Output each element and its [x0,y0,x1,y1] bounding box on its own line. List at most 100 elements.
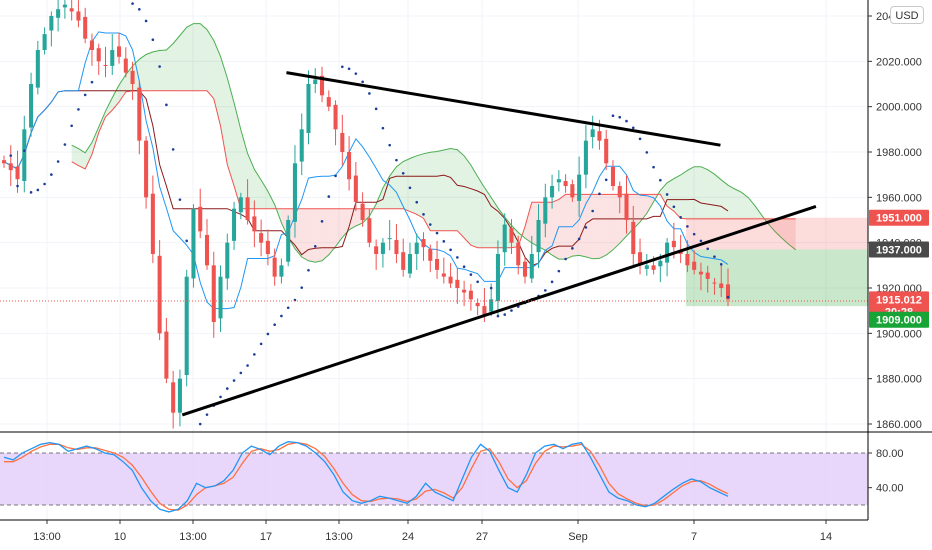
time-tick-label: 17 [260,531,272,543]
candle-body [719,283,724,288]
candle-body [103,64,108,66]
sar-dot [503,313,507,316]
sar-dot [577,237,581,241]
candle-body [286,220,291,262]
cloud-segment [173,35,180,91]
sar-dot [719,262,723,266]
candle-body [610,166,616,186]
sar-dot [422,213,425,216]
cloud-segment [599,194,607,259]
cloud-segment [416,153,424,219]
candle-body [123,58,128,73]
candlesticks [1,0,731,429]
trendline-lower[interactable] [181,204,817,417]
candle-body [631,221,636,254]
candle-body [245,197,250,220]
sar-dot [70,124,73,128]
cloud-segment [200,23,207,91]
cloud-segment [592,194,600,259]
sar-dot [368,92,371,95]
candle-body [685,254,690,266]
time-axis[interactable]: 13:00 10 13:00 17 13:00 24 27 Sep 7 14 [33,520,832,543]
candle-body [259,233,264,243]
candle-body [8,163,13,171]
candle-body [441,273,446,277]
candle-body [306,84,311,133]
oscillator-axis[interactable]: 80.00 40.00 [868,448,904,495]
time-tick-label: 14 [820,531,832,543]
cloud-segment [552,199,559,260]
sar-dot [158,65,161,68]
candle-body [218,276,223,319]
sar-dot [354,72,358,75]
candle-body [252,216,257,232]
trendlines[interactable] [181,71,817,417]
cloud-segment [403,158,410,212]
cloud-segment [748,197,756,219]
candle-body [116,46,122,57]
candle-body [171,382,176,413]
price-tick-label: 2020.000 [876,56,922,68]
senkou-span-b-line [71,90,796,249]
cloud-segment [159,50,167,91]
sar-dot [165,103,168,107]
sar-dot [253,353,256,356]
indicator-lines [3,31,729,310]
candle-body [347,152,352,180]
sar-dot [544,289,547,292]
price-tag [869,311,929,328]
price-tick-label: 1900.000 [876,328,922,340]
price-tick-label: 1960.000 [876,192,922,204]
cloud-segment [254,169,262,209]
candle-body [292,163,297,222]
candle-body [29,84,34,128]
sar-dot [692,232,696,236]
cloud-segment [301,208,309,261]
candle-body [387,238,392,240]
candle-body [177,378,182,413]
sar-dot [584,226,588,229]
sar-dot [83,93,87,97]
candle-body [76,11,81,21]
currency-button[interactable]: USD [890,6,924,24]
candle-body [326,97,331,107]
sar-dot [138,8,141,11]
sar-dot [259,342,263,346]
sar-dot [198,422,202,426]
candle-body [1,160,7,164]
cloud-segment [700,166,708,219]
sar-dot [591,209,594,213]
sar-dot [327,195,331,198]
sar-dot [638,137,642,141]
cloud-segment [687,166,695,219]
trendline-upper[interactable] [286,71,721,147]
cloud-segment [714,174,722,219]
candle-body [577,174,582,201]
cloud-segment [585,194,593,259]
sar-dot [341,65,344,69]
cloud-segment [139,54,147,91]
sar-dot [428,223,432,226]
candle-body [638,252,643,266]
time-tick-label: 13:00 [325,531,353,543]
cloud-segment [423,152,431,231]
sar-dot [266,332,270,336]
sar-dot [435,231,439,235]
sar-dot [442,240,446,243]
candle-body [495,254,500,302]
sar-dot [9,154,13,157]
candle-body [299,129,304,162]
sar-dot [307,268,310,272]
cloud-segment [105,97,113,117]
sar-dot [280,314,283,318]
sar-dot [726,295,730,299]
cloud-segment [450,148,458,231]
cloud-segment [443,148,451,231]
candle-body [49,16,54,31]
candle-body [313,79,318,84]
sar-dot [611,114,615,118]
candle-body [144,140,149,198]
candle-body [604,138,609,164]
